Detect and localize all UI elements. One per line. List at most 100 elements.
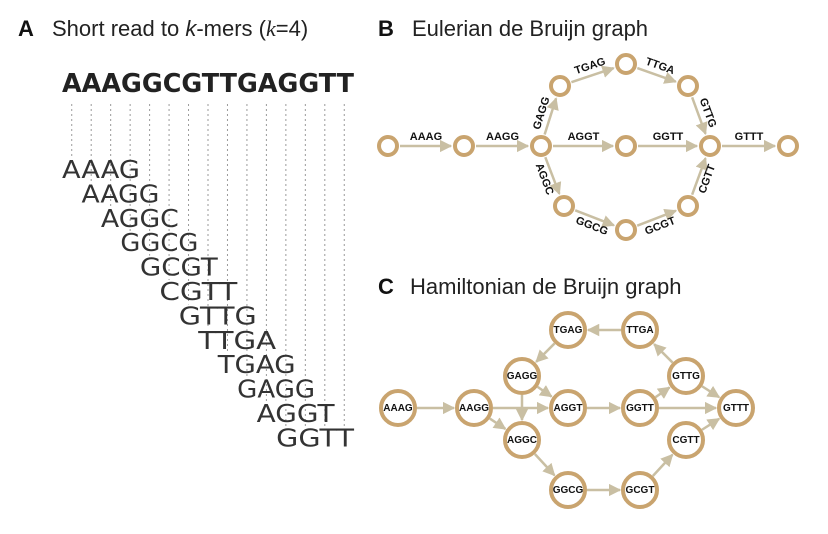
- kmer-item: AGGT: [257, 399, 336, 428]
- eulerian-edge-label: GTTT: [735, 131, 764, 143]
- eulerian-edge-label: TGAG: [573, 56, 607, 77]
- hamiltonian-node-label: TTGA: [626, 325, 653, 336]
- eulerian-edge: [570, 65, 615, 84]
- eulerian-edge-label: GTTG: [697, 97, 719, 130]
- hamiltonian-node: [503, 421, 541, 459]
- hamiltonian-node: [549, 471, 587, 509]
- hamiltonian-node: [621, 311, 659, 349]
- eulerian-edge-label: GGCG: [574, 215, 610, 238]
- hamiltonian-node: [667, 357, 705, 395]
- panel-a-letter: A: [18, 16, 34, 41]
- hamiltonian-node: [621, 471, 659, 509]
- hamiltonian-node-label: GTTG: [672, 371, 700, 382]
- kmer-item: TTGA: [197, 326, 276, 355]
- hamiltonian-node-label: GTTT: [723, 403, 749, 414]
- hamiltonian-edges: [417, 323, 721, 497]
- eulerian-edge-label: CGTT: [697, 163, 719, 196]
- panel-a-title-eq: =4): [276, 16, 308, 41]
- hamiltonian-node: [549, 311, 587, 349]
- panel-a-title-mid: -mers (: [196, 16, 266, 41]
- panel-a-title-pre: Short read to: [52, 16, 185, 41]
- hamiltonian-edge: [533, 453, 556, 477]
- hamiltonian-edge: [654, 386, 671, 399]
- kmer-item: TGAG: [217, 350, 296, 379]
- hamiltonian-node-label: GAGG: [507, 371, 538, 382]
- eulerian-edge: [574, 209, 616, 228]
- read-sequence: AAAGGCGTTGAGGTT: [62, 69, 354, 99]
- hamiltonian-node-label: CGTT: [672, 435, 699, 446]
- eulerian-edge-label: AAGG: [486, 131, 519, 143]
- kmer-item: AGGC: [101, 204, 179, 233]
- eulerian-edge: [636, 208, 678, 227]
- eulerian-edge-label: AGGT: [568, 131, 600, 143]
- panel-a: A Short read to k-mers (k=4) AAAGGCGTTGA…: [18, 16, 355, 452]
- eulerian-edges: AAAG AAGG GAGG TGAG TTGA GTTG AGGT GGTT GTTT AGGC…: [400, 56, 777, 238]
- hamiltonian-node: [549, 389, 587, 427]
- kmer-item: AAGG: [81, 179, 159, 208]
- eulerian-edge: [636, 66, 677, 84]
- eulerian-edge-label: TTGA: [644, 56, 676, 77]
- hamiltonian-node: [379, 389, 417, 427]
- eulerian-node: [699, 135, 721, 157]
- eulerian-edge-label: GCGT: [643, 215, 677, 238]
- hamiltonian-edge: [651, 453, 674, 477]
- eulerian-node: [777, 135, 799, 157]
- panel-c-letter: C: [378, 274, 394, 299]
- eulerian-edge: [543, 97, 559, 135]
- kmer-item: GGCG: [120, 228, 198, 257]
- kmer-item: CGTT: [159, 277, 238, 306]
- eulerian-node: [615, 219, 637, 241]
- hamiltonian-node: [667, 421, 705, 459]
- hamiltonian-edge: [701, 385, 721, 399]
- kmer-list: AAAGAAGGAGGCGGCGGCGTCGTTGTTGTTGATGAGGAGG…: [62, 155, 355, 452]
- hamiltonian-node: [717, 389, 755, 427]
- panel-c: C Hamiltonian de Bruijn graph AAAG AAGG GA…: [378, 274, 755, 509]
- panel-b-letter: B: [378, 16, 394, 41]
- hamiltonian-node-label: GCGT: [626, 485, 655, 496]
- panel-a-title-k2: k: [266, 16, 277, 41]
- hamiltonian-node-label: AAAG: [383, 403, 413, 414]
- eulerian-node: [615, 135, 637, 157]
- kmer-item: GTTG: [179, 301, 257, 330]
- hamiltonian-node: [503, 357, 541, 395]
- hamiltonian-node: [621, 389, 659, 427]
- panel-a-title: Short read to k-mers (k=4): [52, 16, 308, 41]
- eulerian-edge-label: AAAG: [410, 131, 442, 143]
- eulerian-node: [553, 195, 575, 217]
- panel-a-title-k: k: [185, 16, 197, 41]
- hamiltonian-node-label: AGGT: [554, 403, 583, 414]
- kmer-item: AAAG: [62, 155, 140, 184]
- hamiltonian-edge: [535, 342, 556, 363]
- hamiltonian-node-label: GGCG: [553, 485, 584, 496]
- kmer-item: GAGG: [237, 375, 315, 404]
- hamiltonian-edge: [536, 385, 553, 398]
- hamiltonian-nodes: AAAG AAGG GAGG TGAG TTGA GTTG AGGT GGTT GTTT AGGC…: [379, 311, 755, 509]
- eulerian-nodes: [377, 53, 799, 241]
- hamiltonian-node: [455, 389, 493, 427]
- eulerian-edge: [544, 156, 562, 196]
- hamiltonian-node-label: GGTT: [626, 403, 654, 414]
- eulerian-node: [677, 195, 699, 217]
- hamiltonian-node-label: TGAG: [554, 325, 583, 336]
- panel-c-title: Hamiltonian de Bruijn graph: [410, 274, 682, 299]
- eulerian-edge-label: GGTT: [653, 131, 684, 143]
- hamiltonian-node-label: AGGC: [507, 435, 537, 446]
- eulerian-node: [530, 135, 552, 157]
- eulerian-edge-label: AGGC: [533, 162, 556, 197]
- eulerian-edge: [690, 96, 708, 135]
- panel-b-title: Eulerian de Bruijn graph: [412, 16, 648, 41]
- panel-b: B Eulerian de Bruijn graph AAAG AAGG GAGG T…: [377, 16, 799, 241]
- eulerian-node: [453, 135, 475, 157]
- hamiltonian-node-label: AAGG: [459, 403, 489, 414]
- eulerian-edge: [690, 157, 708, 196]
- eulerian-node: [677, 75, 699, 97]
- eulerian-node: [615, 53, 637, 75]
- kmer-item: GGTT: [276, 423, 355, 452]
- guide-lines: [71, 104, 345, 427]
- hamiltonian-edge: [489, 417, 507, 430]
- hamiltonian-edge: [653, 343, 674, 364]
- kmer-item: GCGT: [140, 253, 219, 282]
- eulerian-edge-label: GAGG: [531, 95, 553, 131]
- eulerian-node: [549, 75, 571, 97]
